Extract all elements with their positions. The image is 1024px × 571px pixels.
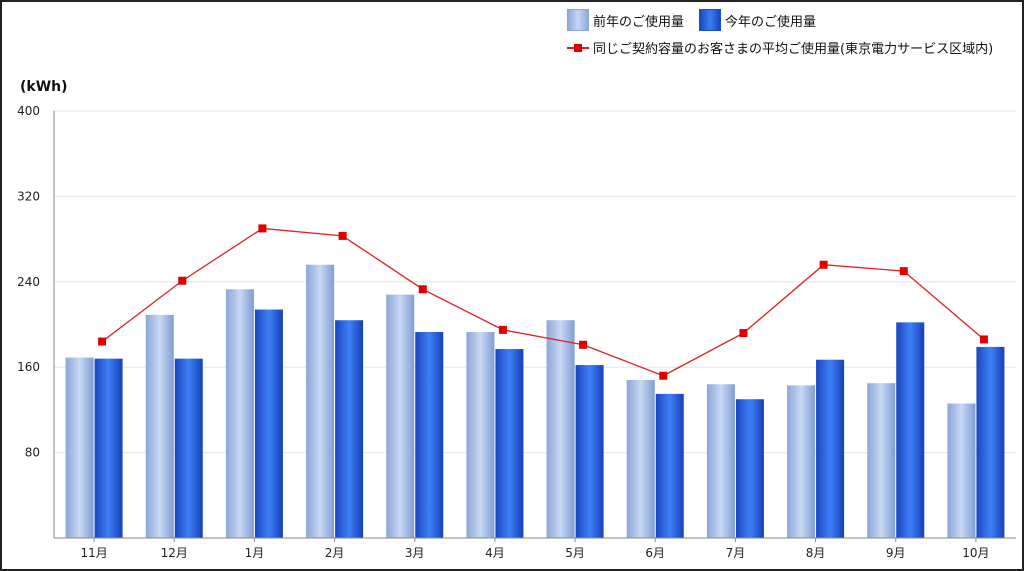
legend-prev-label: 前年のご使用量	[593, 14, 685, 30]
x-tick-label: 2月	[325, 546, 345, 560]
legend-curr-swatch	[699, 9, 721, 31]
avg-point-11	[899, 267, 908, 276]
bar-prev-4	[306, 264, 335, 538]
bar-curr-2	[174, 358, 203, 538]
legend-prev-swatch	[567, 9, 589, 31]
avg-point-3	[258, 224, 267, 233]
bar-curr-3	[254, 309, 283, 538]
bar-curr-5	[415, 331, 444, 538]
legend-curr-label: 今年のご使用量	[725, 14, 817, 30]
legend-curr: 今年のご使用量	[699, 9, 816, 31]
bar-prev-8	[626, 380, 655, 538]
avg-point-2	[178, 276, 187, 285]
bar-curr-7	[575, 365, 604, 538]
avg-point-8	[659, 371, 668, 380]
y-axis-unit-label: (kWh)	[20, 79, 68, 95]
bar-prev-11	[867, 383, 896, 538]
bar-curr-6	[495, 349, 524, 538]
legend-avg: 同じご契約容量のお客さまの平均ご使用量(東京電力サービス区域内)	[567, 38, 993, 57]
x-tick-label: 5月	[565, 546, 585, 560]
y-tick-label: 160	[17, 360, 40, 374]
x-tick-label: 11月	[80, 546, 107, 560]
avg-point-5	[418, 285, 427, 294]
legend-prev: 前年のご使用量	[567, 9, 684, 31]
bar-prev-9	[706, 384, 735, 538]
bar-prev-12	[947, 403, 976, 538]
bar-curr-1	[94, 358, 123, 538]
avg-point-9	[739, 329, 748, 338]
bar-curr-12	[976, 346, 1005, 538]
avg-line	[101, 227, 985, 377]
x-tick-label: 6月	[645, 546, 665, 560]
y-tick-label: 240	[17, 275, 40, 289]
x-tick-label: 7月	[726, 546, 746, 560]
bar-curr-8	[655, 393, 684, 538]
avg-point-4	[338, 231, 347, 240]
bar-prev-7	[546, 320, 575, 538]
x-tick-label: 10月	[962, 546, 989, 560]
x-tick-label: 1月	[245, 546, 265, 560]
bar-prev-3	[225, 289, 254, 538]
bar-prev-10	[787, 385, 816, 538]
avg-point-6	[498, 325, 507, 334]
bar-curr-11	[896, 322, 925, 538]
y-tick-label: 80	[25, 446, 40, 460]
avg-point-1	[98, 337, 107, 346]
x-tick-label: 4月	[485, 546, 505, 560]
legend-avg-label: 同じご契約容量のお客さまの平均ご使用量(東京電力サービス区域内)	[593, 42, 994, 57]
bar-curr-9	[735, 399, 764, 538]
avg-point-10	[819, 260, 828, 269]
y-tick-label: 400	[17, 104, 40, 118]
bar-prev-1	[65, 357, 94, 538]
x-tick-label: 9月	[886, 546, 906, 560]
bar-prev-2	[145, 314, 174, 538]
bar-curr-10	[816, 359, 845, 538]
avg-point-7	[579, 340, 588, 349]
y-tick-label: 320	[17, 189, 40, 203]
x-tick-label: 3月	[405, 546, 425, 560]
bar-prev-5	[386, 294, 415, 538]
x-tick-label: 12月	[161, 546, 188, 560]
x-tick-label: 8月	[806, 546, 826, 560]
avg-point-12	[979, 335, 988, 344]
legend-avg-swatch	[567, 42, 589, 54]
bar-prev-6	[466, 331, 495, 538]
bar-curr-4	[335, 320, 364, 538]
